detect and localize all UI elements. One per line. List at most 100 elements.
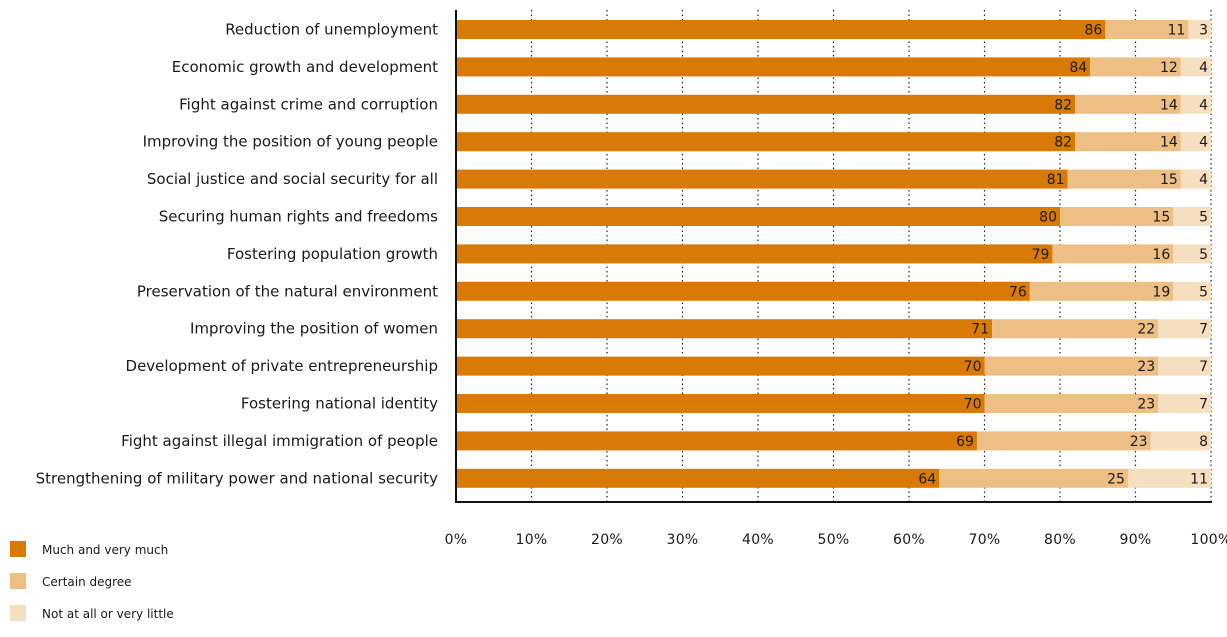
bar-segment [1067,169,1181,189]
bar-segment [456,468,940,488]
bar-segment [1060,207,1174,226]
data-label: 8 [1199,434,1208,450]
data-label: 11 [1168,23,1186,39]
data-label: 80 [1039,210,1057,226]
data-label: 23 [1137,359,1155,375]
x-tick-label: 80% [1044,532,1076,548]
legend: Much and very much Certain degree Not at a… [10,541,174,621]
data-label: 14 [1160,97,1178,113]
bar-segment [939,468,1128,488]
bar-segment [1173,207,1211,226]
bar-segment [1180,57,1211,77]
legend-label: Much and very much [42,543,168,557]
category-label: Securing human rights and freedoms [159,208,438,226]
bar-segment [1127,468,1211,488]
bar-segment [1158,356,1211,376]
bar-segment [1075,132,1181,152]
bar-segment [984,356,1159,376]
legend-swatch [10,573,26,589]
data-label: 5 [1199,210,1208,226]
data-label: 86 [1084,23,1102,39]
category-label: Preservation of the natural environment [137,282,438,300]
category-label: Improving the position of young people [143,133,438,151]
bar-segment [456,281,1030,301]
data-label: 7 [1199,397,1208,413]
data-label: 82 [1054,97,1072,113]
bar-segment [1180,94,1211,114]
x-tick-label: 50% [817,532,849,548]
bar-segment [1180,132,1211,152]
data-label: 5 [1199,284,1208,300]
value-labels: 86 11 3 84 12 4 82 14 4 82 14 4 81 15 4 80 15 5 79 16 5 76 19 5… [918,23,1208,488]
data-label: 70 [964,397,982,413]
category-label: Economic growth and development [172,58,438,76]
bar-segment [1150,431,1211,451]
bar-segment [1188,20,1211,39]
category-label: Fight against crime and corruption [179,95,438,113]
bar-segment [1180,169,1211,189]
category-label: Development of private entrepreneurship [126,357,438,375]
bar-segment [456,244,1053,264]
bar-segment [456,132,1076,152]
bar-segment [456,431,977,451]
bar-segment [456,20,1106,39]
data-label: 69 [956,434,974,450]
data-label: 25 [1107,471,1125,487]
data-label: 15 [1160,172,1178,188]
x-tick-label: 40% [742,532,774,548]
bar-segment [992,319,1159,339]
x-tick-label: 30% [666,532,698,548]
data-label: 64 [918,471,936,487]
data-label: 16 [1152,247,1170,263]
bar-segment [976,431,1151,451]
bar-segment [1105,20,1189,39]
bar-segment [1075,94,1181,114]
bar-segment [456,169,1068,189]
bar-segment [456,394,985,413]
data-label: 7 [1199,359,1208,375]
bar-segment [1158,319,1211,339]
data-label: 70 [964,359,982,375]
x-tick-label: 60% [893,532,925,548]
bar-segment [1029,281,1174,301]
bar-segment [1173,244,1211,264]
data-label: 4 [1199,97,1208,113]
data-label: 23 [1137,397,1155,413]
category-label: Fostering population growth [227,245,438,263]
x-tick-label: 100% [1190,532,1227,548]
category-labels: Reduction of unemployment Economic growth… [36,21,439,488]
gridlines [530,10,1212,502]
bar-segment [1173,281,1211,301]
data-label: 4 [1199,172,1208,188]
legend-label: Certain degree [42,575,132,589]
data-label: 12 [1160,60,1178,76]
bar-segment [456,94,1076,114]
data-label: 82 [1054,135,1072,151]
category-label: Social justice and social security for a… [147,170,438,188]
data-label: 14 [1160,135,1178,151]
data-label: 3 [1199,23,1208,39]
data-label: 79 [1032,247,1050,263]
legend-swatch [10,605,26,621]
bar-segment [456,356,985,376]
bar-segment [1158,394,1211,413]
category-label: Strengthening of military power and nati… [36,469,439,487]
category-label: Fostering national identity [241,395,438,413]
category-label: Reduction of unemployment [225,21,438,39]
category-label: Improving the position of women [190,320,438,338]
category-label: Fight against illegal immigration of peo… [121,432,438,450]
legend-label: Not at all or very little [42,607,174,621]
axes [455,10,1212,503]
data-label: 71 [971,322,989,338]
data-label: 4 [1199,135,1208,151]
x-tick-label: 10% [515,532,547,548]
bars [456,20,1211,488]
data-label: 76 [1009,284,1027,300]
data-label: 19 [1152,284,1170,300]
data-label: 81 [1047,172,1065,188]
data-label: 7 [1199,322,1208,338]
data-label: 5 [1199,247,1208,263]
bar-segment [456,319,993,339]
